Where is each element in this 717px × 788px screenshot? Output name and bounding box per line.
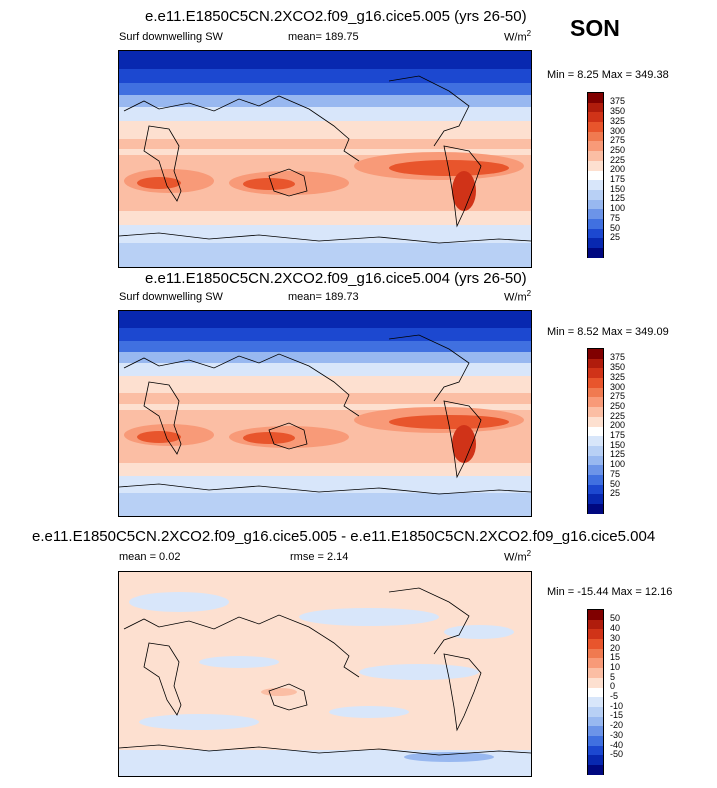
panel-3-tick: 30 [610,633,621,643]
panel-3-tick: 40 [610,623,621,633]
panel-1-tick: 300 [610,126,626,136]
panel-2-colorbar-ticks: 375 350 325 300 275 250 225 200 175 150 … [610,348,640,514]
panel-2-tick: 200 [610,420,626,430]
panel-1-tick: 200 [610,164,626,174]
panel-3-tick: -15 [610,710,624,720]
panel-2-variable-label: Surf downwelling SW [119,291,223,303]
panel-2-tick: 325 [610,372,626,382]
panel-1-colorbar-ticks: 375 350 325 300 275 250 225 200 175 150 … [610,92,640,258]
panel-1-variable-label: Surf downwelling SW [119,31,223,43]
panel-1-mean: mean= 189.75 [288,31,359,43]
panel-2-colorbar [587,348,604,514]
panel-1-tick: 75 [610,213,621,223]
panel-1-tick: 100 [610,203,626,213]
panel-3-colorbar [587,609,604,775]
panel-1-colorbar [587,92,604,258]
season-label: SON [570,15,620,41]
panel-1-tick: 375 [610,96,626,106]
panel-3-tick: 20 [610,643,621,653]
panel-3-tick: -50 [610,749,624,759]
panel-3-tick: -40 [610,740,624,750]
panel-2-tick: 275 [610,391,626,401]
panel-2-tick: 225 [610,411,626,421]
panel-2-tick: 300 [610,382,626,392]
panel-3-tick: -20 [610,720,624,730]
panel-1-tick: 150 [610,184,626,194]
panel-2-minmax: Min = 8.52 Max = 349.09 [547,326,669,338]
panel-3-minmax: Min = -15.44 Max = 12.16 [547,586,673,598]
panel-1-tick: 250 [610,145,626,155]
panel-3-mean: mean = 0.02 [119,551,181,563]
panel-1-tick: 350 [610,106,626,116]
panel-1-units: W/m2 [504,29,532,44]
panel-1-tick: 50 [610,223,621,233]
panel-3-tick: 5 [610,672,616,682]
panel-3-tick: -10 [610,701,624,711]
panel-2-title: e.e11.E1850C5CN.2XCO2.f09_g16.cice5.004 … [145,270,527,287]
panel-1-tick: 225 [610,155,626,165]
panel-2-tick: 125 [610,449,626,459]
panel-3-tick: 15 [610,652,621,662]
panel-1-tick: 175 [610,174,626,184]
panel-3-units: W/m2 [504,549,532,564]
panel-2-tick: 75 [610,469,621,479]
panel-2-tick: 100 [610,459,626,469]
panel-3-colorbar-ticks: 50 40 30 20 15 10 5 0 -5 -10 -15 -20 -30… [610,609,640,775]
panel-1-minmax: Min = 8.25 Max = 349.38 [547,69,669,81]
panel-1-tick: 275 [610,135,626,145]
panel-3-tick: 50 [610,613,621,623]
panel-3-tick: -30 [610,730,624,740]
panel-3-rmse: rmse = 2.14 [290,551,349,563]
panel-2-tick: 25 [610,488,621,498]
panel-1-map [118,50,532,268]
panel-1-title: e.e11.E1850C5CN.2XCO2.f09_g16.cice5.005 … [145,8,527,25]
panel-1-tick: 25 [610,232,621,242]
panel-3-tick: 10 [610,662,621,672]
panel-2-tick: 175 [610,430,626,440]
panel-2-map [118,310,532,517]
panel-3-map [118,571,532,777]
panel-1-tick: 325 [610,116,626,126]
panel-1-tick: 125 [610,193,626,203]
panel-2-units: W/m2 [504,289,532,304]
panel-3-title: e.e11.E1850C5CN.2XCO2.f09_g16.cice5.005 … [32,528,656,545]
panel-3-tick: 0 [610,681,616,691]
panel-2-tick: 150 [610,440,626,450]
panel-2-mean: mean= 189.73 [288,291,359,303]
panel-2-tick: 350 [610,362,626,372]
panel-3-tick: -5 [610,691,619,701]
panel-2-tick: 250 [610,401,626,411]
panel-2-tick: 50 [610,479,621,489]
panel-2-tick: 375 [610,352,626,362]
